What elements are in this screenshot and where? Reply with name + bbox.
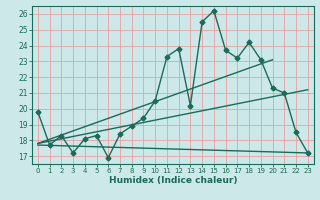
X-axis label: Humidex (Indice chaleur): Humidex (Indice chaleur): [108, 176, 237, 185]
